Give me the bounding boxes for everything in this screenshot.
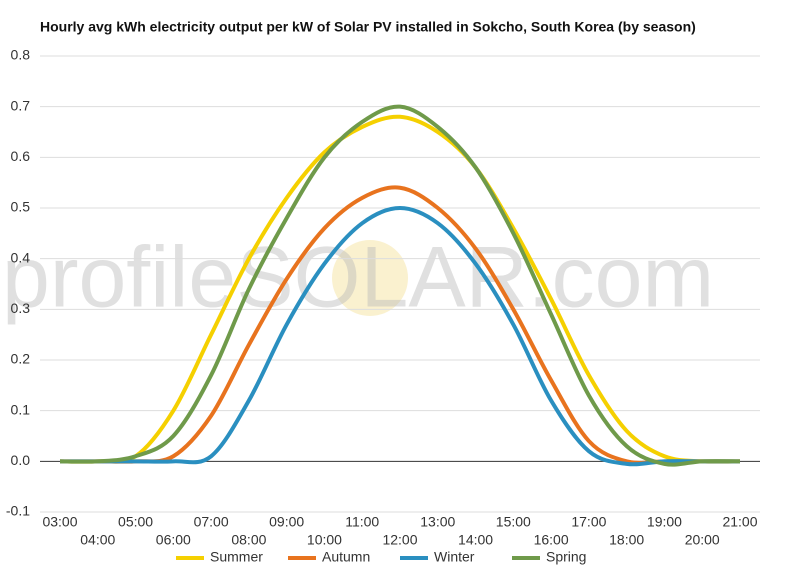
y-tick-label: 0.6 [11, 148, 31, 164]
x-tick-label: 11:00 [345, 514, 379, 530]
series-line [59, 104, 741, 467]
x-tick-label: 14:00 [458, 532, 493, 548]
x-tick-label: 09:00 [269, 514, 304, 530]
x-tick-label: 13:00 [420, 514, 455, 530]
y-tick-label: 0.4 [11, 249, 31, 265]
legend-label: Winter [434, 549, 475, 565]
legend-label: Spring [546, 549, 586, 565]
x-tick-label: 16:00 [534, 532, 569, 548]
x-tick-label: 05:00 [118, 514, 153, 530]
x-tick-label: 07:00 [194, 514, 229, 530]
x-tick-label: 04:00 [80, 532, 115, 548]
series-line [59, 114, 741, 464]
x-tick-label: 19:00 [647, 514, 682, 530]
y-tick-label: 0.1 [11, 401, 31, 417]
x-tick-label: 21:00 [722, 514, 757, 530]
y-tick-label: 0.5 [11, 199, 31, 215]
x-tick-label: 17:00 [571, 514, 606, 530]
x-tick-label: 15:00 [496, 514, 531, 530]
x-tick-label: 18:00 [609, 532, 644, 548]
legend-label: Autumn [322, 549, 370, 565]
y-tick-label: 0.8 [11, 47, 31, 63]
y-tick-label: -0.1 [6, 503, 30, 519]
chart-title: Hourly avg kWh electricity output per kW… [40, 19, 696, 35]
series-line [60, 206, 740, 467]
y-tick-label: 0.0 [11, 452, 31, 468]
watermark: profileSOLAR.com [2, 230, 714, 326]
x-tick-label: 20:00 [685, 532, 720, 548]
x-tick-label: 08:00 [231, 532, 266, 548]
legend-label: Summer [210, 549, 263, 565]
y-tick-label: 0.2 [11, 351, 31, 367]
x-tick-label: 06:00 [156, 532, 191, 548]
x-tick-label: 12:00 [382, 532, 417, 548]
series-line [60, 185, 740, 465]
y-tick-label: 0.7 [11, 97, 31, 113]
y-tick-label: 0.3 [11, 300, 31, 316]
x-tick-label: 10:00 [307, 532, 342, 548]
x-tick-label: 03:00 [42, 514, 77, 530]
